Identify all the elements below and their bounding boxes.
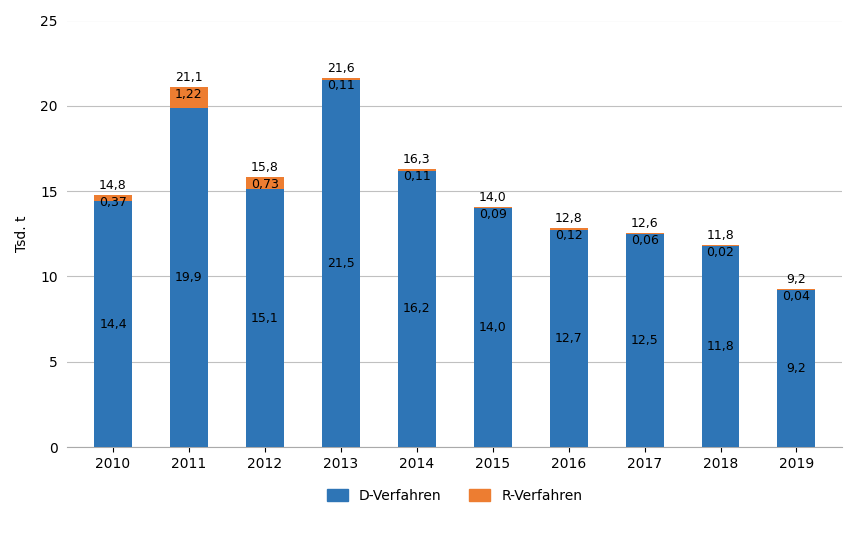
Text: 21,1: 21,1 [175,71,203,84]
Bar [549,228,588,231]
Text: 14,0: 14,0 [479,190,506,203]
Text: 16,3: 16,3 [403,153,430,166]
Bar [322,80,360,447]
Text: 14,4: 14,4 [99,318,127,331]
Bar [626,233,663,234]
Bar [170,108,208,447]
Text: 11,8: 11,8 [707,340,734,353]
Bar [170,86,208,108]
Bar [398,171,435,447]
Text: 0,37: 0,37 [99,196,127,209]
Text: 0,73: 0,73 [251,178,279,191]
Bar [398,169,435,171]
Bar [246,177,284,189]
Bar [549,231,588,447]
Text: 12,7: 12,7 [554,332,583,345]
Bar [777,290,815,447]
Bar [322,78,360,80]
Text: 9,2: 9,2 [787,274,806,286]
Text: 12,6: 12,6 [631,217,658,230]
Text: 0,04: 0,04 [782,290,811,304]
Y-axis label: Tsd. t: Tsd. t [15,215,29,252]
Text: 16,2: 16,2 [403,302,430,316]
Bar [94,201,132,447]
Text: 0,11: 0,11 [403,170,430,183]
Text: 0,11: 0,11 [327,79,355,92]
Text: 14,8: 14,8 [99,179,127,192]
Bar [246,189,284,447]
Text: 0,09: 0,09 [479,208,506,220]
Text: 12,5: 12,5 [631,334,658,347]
Text: 12,8: 12,8 [554,212,583,225]
Text: 9,2: 9,2 [787,362,806,375]
Text: 0,12: 0,12 [554,229,583,242]
Text: 21,6: 21,6 [327,62,355,75]
Text: 0,06: 0,06 [631,234,658,246]
Text: 21,5: 21,5 [327,257,355,270]
Text: 1,22: 1,22 [175,88,203,101]
Bar [626,234,663,447]
Bar [777,289,815,290]
Bar [702,246,740,447]
Text: 14,0: 14,0 [479,321,506,334]
Text: 11,8: 11,8 [707,230,734,243]
Text: 15,1: 15,1 [251,312,279,325]
Text: 0,02: 0,02 [706,246,734,259]
Bar [94,195,132,201]
Legend: D-Verfahren, R-Verfahren: D-Verfahren, R-Verfahren [321,484,588,509]
Bar [474,208,512,447]
Text: 15,8: 15,8 [251,161,279,174]
Text: 19,9: 19,9 [175,271,203,284]
Bar [474,207,512,208]
